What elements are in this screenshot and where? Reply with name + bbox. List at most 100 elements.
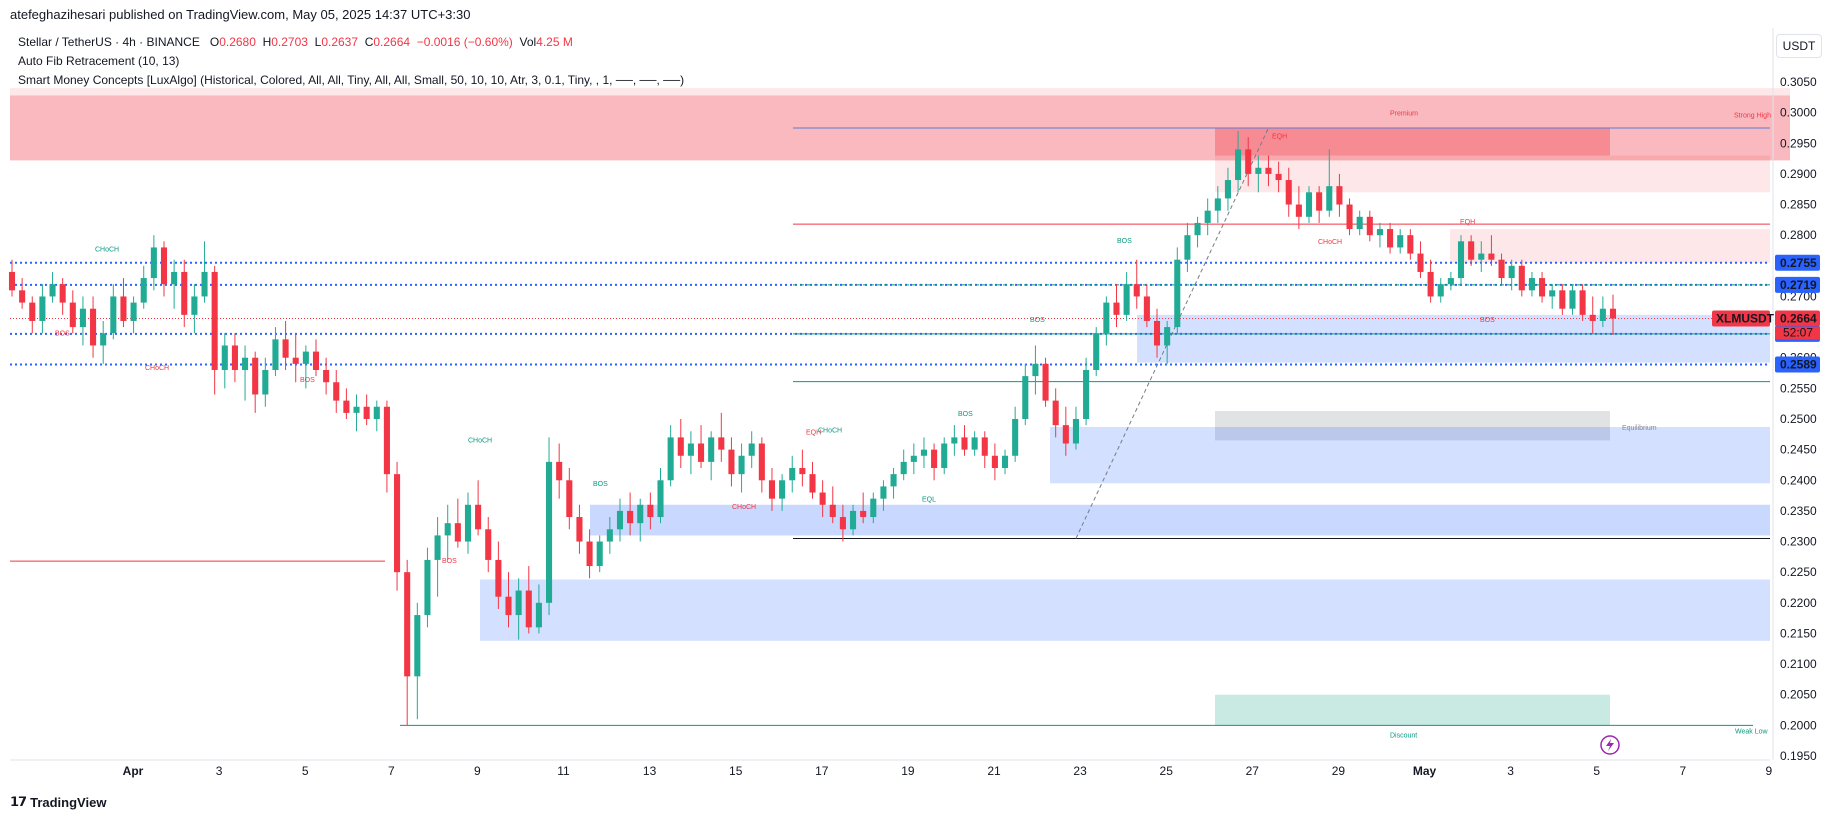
candle: [1022, 363, 1029, 426]
bos-label-4: BOS: [593, 481, 608, 488]
candle: [1437, 278, 1444, 303]
price-level-tag: 0.2755: [1775, 254, 1820, 271]
y-tick-label: 0.2250: [1780, 565, 1817, 579]
candle-body: [302, 351, 309, 364]
volume-label: Vol: [519, 35, 537, 49]
candle: [1539, 271, 1546, 303]
price-level-tag-text: 0.2664: [1780, 312, 1817, 326]
candle: [262, 357, 269, 407]
x-tick-label: 17: [815, 764, 829, 778]
strong-high-label: Strong High: [1734, 113, 1771, 120]
price-level-tag-bg: [1775, 310, 1820, 327]
candle-body: [606, 529, 613, 542]
candle: [657, 468, 664, 524]
y-tick-label: 0.2200: [1780, 596, 1817, 610]
candle: [1295, 186, 1302, 230]
candle: [809, 461, 816, 499]
candle-body: [728, 449, 735, 475]
candle: [39, 284, 46, 334]
indicator-fib[interactable]: Auto Fib Retracement (10, 13): [18, 54, 180, 68]
candle-body: [1397, 235, 1404, 248]
candle-body: [181, 271, 188, 315]
candle: [1316, 186, 1323, 223]
x-tick-label: 29: [1332, 764, 1346, 778]
candle-body: [1265, 167, 1272, 174]
candle-body: [464, 504, 472, 542]
candle-body: [1599, 308, 1606, 321]
candle-body: [637, 504, 644, 524]
candle-body: [1113, 302, 1120, 315]
candle: [1164, 320, 1171, 364]
candle: [616, 498, 624, 542]
premium-label: Premium: [1390, 111, 1418, 118]
y-tick-label: 0.2400: [1780, 473, 1817, 487]
candle-body: [191, 296, 198, 315]
eql-label: EQL: [922, 497, 936, 504]
candle-body: [1356, 216, 1363, 230]
candle: [1001, 449, 1009, 475]
candle-body: [1437, 284, 1444, 297]
candle-body: [231, 345, 238, 370]
candle-body: [789, 468, 796, 481]
candle-body: [667, 437, 674, 481]
candle-body: [1559, 290, 1566, 309]
candle-body: [1275, 173, 1282, 181]
candle-body: [1224, 180, 1231, 199]
candle: [748, 431, 755, 469]
candle-body: [748, 443, 755, 456]
supply-block: [1215, 127, 1610, 156]
y-tick-label: 0.2000: [1780, 718, 1817, 732]
x-tick-label: May: [1413, 764, 1437, 778]
candle-body: [819, 492, 826, 505]
candle: [839, 504, 846, 542]
candle: [1194, 216, 1201, 248]
x-tick-label: 5: [1593, 764, 1600, 778]
candle-body: [616, 510, 624, 530]
x-tick-label: 19: [901, 764, 915, 778]
price-level-tag-text: 0.2719: [1780, 278, 1817, 292]
price-level-tag-bg: [1775, 356, 1820, 373]
candle: [920, 437, 928, 469]
y-tick-label: 0.2450: [1780, 443, 1817, 457]
candle: [49, 271, 56, 303]
candle-body: [971, 437, 978, 450]
y-tick-label: 0.2800: [1780, 228, 1817, 242]
candle: [100, 320, 107, 364]
candle: [941, 437, 948, 475]
candle-body: [1407, 235, 1414, 254]
supply-zone-light: [1215, 155, 1770, 193]
x-tick-label: 7: [1679, 764, 1686, 778]
candle-body: [444, 523, 451, 536]
candle: [79, 296, 86, 346]
symbol-title[interactable]: Stellar / TetherUS · 4h · BINANCE: [18, 35, 200, 49]
candle-body: [657, 480, 664, 518]
demand-zone-2: [1050, 426, 1770, 484]
lightning-icon[interactable]: [1600, 735, 1620, 755]
candle: [900, 449, 907, 481]
indicator-smc[interactable]: Smart Money Concepts [LuxAlgo] (Historic…: [18, 73, 685, 87]
candle-body: [1123, 284, 1130, 315]
candle: [19, 278, 26, 309]
candle: [1518, 259, 1525, 297]
candle: [464, 492, 472, 554]
high-label: H: [262, 35, 272, 49]
candle: [1417, 241, 1424, 279]
candle-body: [90, 308, 97, 346]
candle-body: [677, 437, 684, 456]
candle-body: [323, 369, 330, 383]
currency-button[interactable]: USDT: [1776, 34, 1822, 58]
price-level-tag-text: 0.2589: [1780, 357, 1817, 371]
candle-body: [1346, 204, 1353, 230]
candle: [1052, 388, 1059, 438]
candle-body: [343, 400, 350, 413]
candle: [454, 498, 461, 548]
candle: [1559, 284, 1566, 315]
candle: [1599, 296, 1606, 328]
candle: [444, 504, 451, 560]
tradingview-brand: TradingView: [30, 794, 107, 810]
candle: [1275, 161, 1282, 193]
candle: [383, 400, 390, 493]
candle-body: [312, 351, 320, 370]
candle: [951, 425, 958, 456]
